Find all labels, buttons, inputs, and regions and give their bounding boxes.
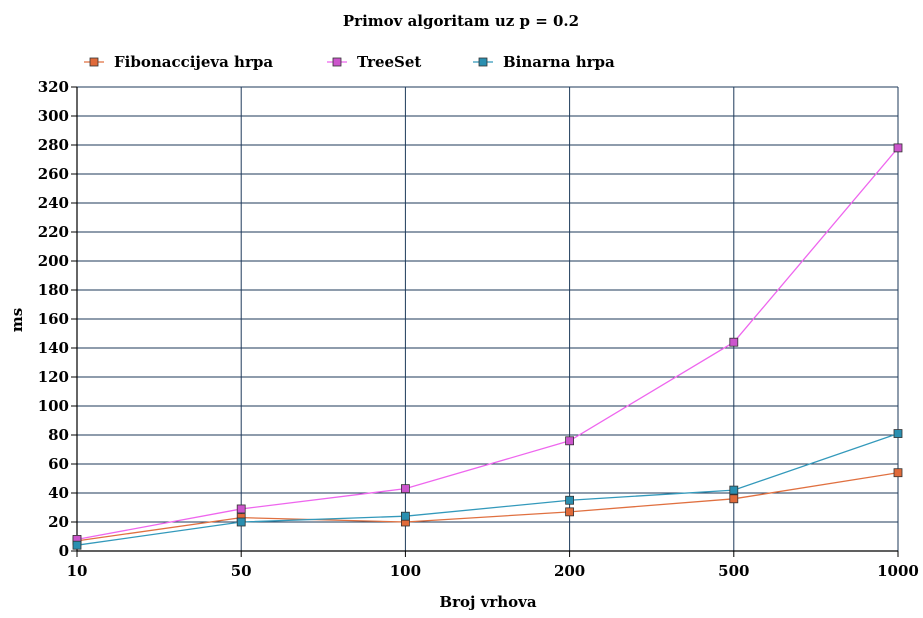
y-tick-label: 180 [38, 281, 69, 299]
data-point [72, 540, 82, 550]
data-point [565, 495, 574, 505]
x-tick-label: 200 [554, 562, 585, 580]
y-tick-label: 0 [59, 542, 69, 560]
y-tick-label: 280 [38, 136, 69, 154]
y-tick-label: 200 [38, 252, 69, 270]
x-tick-label: 50 [231, 562, 252, 580]
data-point [400, 484, 410, 494]
y-tick-label: 60 [48, 455, 69, 473]
x-tick-label: 10 [67, 562, 88, 580]
x-axis-label: Broj vrhova [439, 593, 536, 611]
y-tick-label: 320 [38, 78, 69, 96]
data-point [729, 494, 739, 504]
series-0 [72, 468, 903, 546]
series-line [76, 432, 899, 546]
y-tick-label: 100 [38, 397, 69, 415]
x-tick-label: 1000 [877, 562, 919, 580]
series-line [76, 472, 899, 542]
y-axis-label: ms [8, 308, 26, 332]
series-1 [72, 143, 903, 544]
x-axis-ticks: 10 50 100 200 500 1000 [67, 551, 919, 580]
grid [76, 86, 899, 552]
y-tick-label: 140 [38, 339, 69, 357]
legend-marker [89, 57, 99, 67]
legend-marker [478, 57, 488, 67]
data-point [893, 429, 903, 438]
y-tick-label: 160 [38, 310, 69, 328]
y-tick-label: 260 [38, 165, 69, 183]
data-point [236, 517, 246, 527]
data-point [893, 468, 903, 478]
data-point [400, 511, 410, 521]
data-point [893, 143, 903, 153]
y-axis-ticks: 0 20 40 60 80 100 120 140 160 180 200 220 240 260 280 3… [38, 78, 77, 560]
series-2 [72, 429, 903, 550]
legend-marker [332, 57, 342, 67]
y-tick-label: 20 [48, 513, 69, 531]
data-point [565, 436, 574, 446]
series-line [76, 147, 899, 541]
x-tick-label: 500 [718, 562, 749, 580]
y-tick-label: 80 [48, 426, 69, 444]
data-point [565, 507, 574, 517]
series-layer [72, 143, 903, 550]
y-tick-label: 300 [38, 107, 69, 125]
legend-item: Fibonaccijeva hrpa [84, 53, 273, 71]
chart-title: Primov algoritam uz p = 0.2 [343, 12, 579, 30]
legend-label: TreeSet [357, 53, 421, 71]
y-tick-label: 40 [48, 484, 69, 502]
x-tick-label: 100 [390, 562, 421, 580]
legend-item: TreeSet [327, 53, 421, 71]
legend: Fibonaccijeva hrpa TreeSet Binarna hrpa [84, 53, 615, 71]
legend-label: Fibonaccijeva hrpa [114, 53, 273, 71]
data-point [729, 337, 739, 347]
data-point [729, 485, 739, 495]
y-tick-label: 120 [38, 368, 69, 386]
legend-item: Binarna hrpa [473, 53, 615, 71]
legend-label: Binarna hrpa [503, 53, 615, 71]
y-tick-label: 220 [38, 223, 69, 241]
data-point [236, 504, 246, 514]
y-tick-label: 240 [38, 194, 69, 212]
